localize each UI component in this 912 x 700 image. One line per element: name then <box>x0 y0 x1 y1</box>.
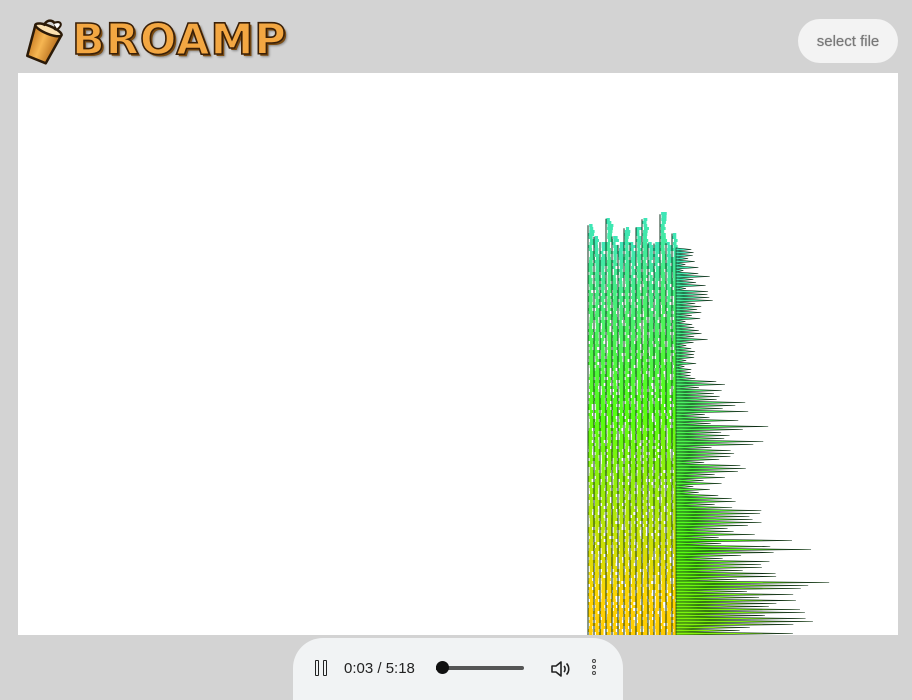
time-display: 0:03 / 5:18 <box>344 660 415 677</box>
spectrum-bars <box>587 212 830 635</box>
spectrum-visualizer <box>18 73 898 635</box>
audio-player: 0:03 / 5:18 <box>293 638 623 700</box>
seek-slider[interactable] <box>435 659 524 677</box>
volume-icon[interactable] <box>549 658 571 680</box>
seek-thumb[interactable] <box>435 661 449 674</box>
logo: BROAMP <box>16 10 287 68</box>
pause-icon[interactable] <box>314 660 330 678</box>
seek-track <box>436 666 524 670</box>
paint-bucket-icon <box>25 19 63 65</box>
header: BROAMP select file <box>0 0 912 72</box>
select-file-button[interactable]: select file <box>798 19 898 63</box>
app-title: BROAMP <box>71 14 287 65</box>
more-options-icon[interactable] <box>590 659 598 681</box>
spectrum-canvas <box>587 212 830 635</box>
